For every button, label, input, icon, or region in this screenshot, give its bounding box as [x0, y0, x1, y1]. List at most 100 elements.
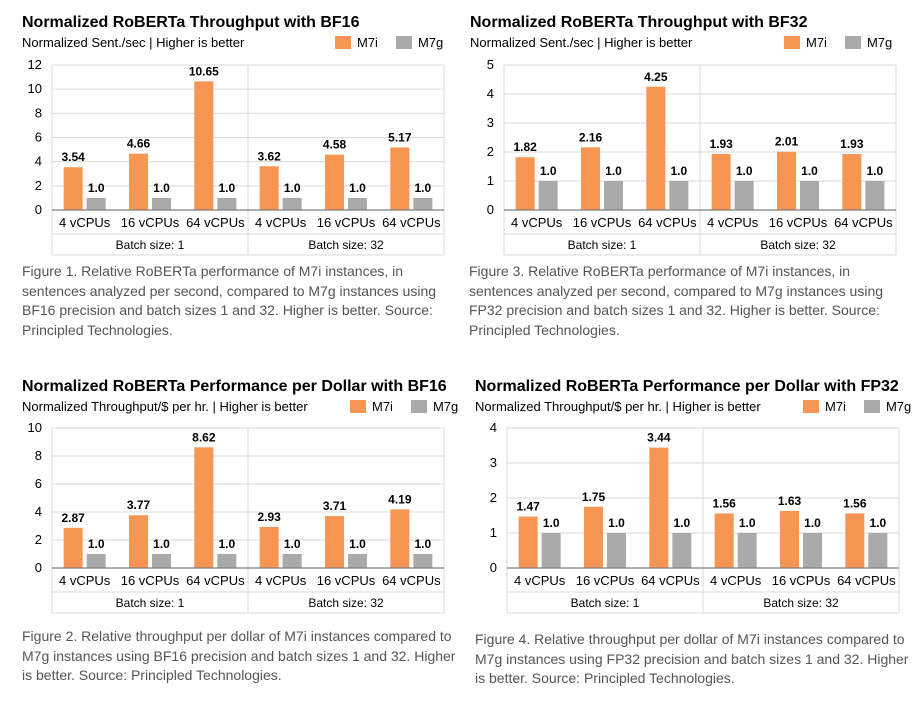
bar-m7g-3	[672, 533, 692, 568]
bar-m7i-1	[515, 157, 535, 210]
bar-m7i-2	[581, 147, 600, 210]
bar-m7i-1	[63, 527, 83, 568]
bar-m7g-1	[538, 181, 558, 210]
y-tick-label: 0	[490, 560, 497, 575]
figure-caption: Figure 2. Relative throughput per dollar…	[22, 628, 456, 683]
x-tick-label: 64 vCPUs	[641, 573, 700, 588]
x-tick-label: 16 vCPUs	[772, 573, 831, 588]
y-tick-label: 6	[35, 130, 42, 145]
legend-label-m7i: M7i	[357, 35, 378, 50]
group-label: Batch size: 1	[116, 238, 185, 252]
legend-label-m7g: M7g	[432, 399, 459, 414]
x-tick-label: 16 vCPUs	[317, 215, 376, 230]
legend-swatch-m7g	[410, 400, 427, 413]
x-tick-label: 64 vCPUs	[834, 215, 893, 230]
bar-m7g-2	[152, 554, 171, 568]
group-label: Batch size: 32	[308, 238, 384, 252]
bar-m7g-4	[282, 197, 302, 210]
data-label: 4.19	[388, 492, 412, 506]
data-label: 5.17	[388, 131, 412, 145]
bar-m7g-1	[86, 197, 106, 210]
bar-m7g-6	[868, 533, 888, 568]
x-tick-label: 64 vCPUs	[638, 215, 697, 230]
data-label: 2.87	[61, 511, 85, 525]
data-label: 1.0	[414, 537, 431, 551]
group-label: Batch size: 1	[116, 596, 185, 610]
data-label: 1.0	[866, 164, 883, 178]
legend-swatch-m7i	[803, 400, 819, 413]
x-tick-label: 16 vCPUs	[317, 573, 376, 588]
y-tick-label: 1	[490, 525, 497, 540]
bar-m7i-5	[325, 516, 344, 568]
data-label: 1.0	[284, 181, 301, 195]
data-label: 1.0	[543, 516, 560, 530]
data-label: 2.16	[579, 130, 603, 144]
chart-subtitle: Normalized Sent./sec | Higher is better	[470, 35, 693, 50]
data-label: 1.0	[605, 164, 622, 178]
x-tick-label: 4 vCPUs	[707, 215, 759, 230]
x-tick-label: 16 vCPUs	[573, 215, 632, 230]
bar-m7i-2	[129, 515, 148, 568]
y-tick-label: 2	[35, 532, 42, 547]
figure-caption: Figure 1. Relative RoBERTa performance o…	[22, 263, 437, 338]
y-tick-label: 12	[28, 57, 42, 72]
bar-m7g-2	[152, 197, 171, 210]
bar-m7i-5	[777, 151, 796, 210]
legend-label-m7g: M7g	[417, 35, 444, 50]
y-tick-label: 2	[490, 490, 497, 505]
bar-m7i-1	[63, 167, 83, 210]
legend-label-m7i: M7i	[825, 399, 846, 414]
x-tick-label: 16 vCPUs	[121, 573, 180, 588]
y-tick-label: 0	[487, 202, 494, 217]
y-tick-label: 2	[487, 144, 494, 159]
bar-m7i-2	[584, 506, 603, 568]
bar-m7g-3	[217, 197, 237, 210]
group-label: Batch size: 1	[571, 596, 640, 610]
x-tick-label: 64 vCPUs	[837, 573, 896, 588]
legend-swatch-m7i	[784, 36, 800, 49]
data-label: 1.0	[869, 516, 886, 530]
y-tick-label: 3	[487, 115, 494, 130]
data-label: 1.93	[709, 137, 733, 151]
data-label: 10.65	[189, 64, 219, 78]
data-label: 1.0	[218, 537, 235, 551]
data-label: 3.77	[127, 498, 151, 512]
data-label: 1.56	[712, 496, 736, 510]
bar-m7i-3	[649, 447, 669, 568]
data-label: 1.0	[801, 164, 818, 178]
bar-m7i-4	[714, 513, 734, 568]
data-label: 3.62	[257, 149, 281, 163]
chart-legend: M7i M7g	[803, 399, 911, 414]
chart-title: Normalized RoBERTa Throughput with BF32	[470, 14, 808, 31]
bar-m7i-5	[780, 510, 799, 568]
y-tick-label: 0	[35, 202, 42, 217]
x-tick-label: 4 vCPUs	[511, 215, 563, 230]
bar-m7i-6	[845, 513, 865, 568]
y-tick-label: 4	[35, 504, 42, 519]
data-label: 2.93	[257, 510, 281, 524]
data-label: 1.0	[739, 516, 756, 530]
y-tick-label: 3	[490, 455, 497, 470]
bar-chart-1: 0 2 4 6 8 10 12 3.54 1.0 4 vCPUs 4.66 1.0 16 vCPUs 10…	[28, 57, 445, 256]
y-tick-label: 8	[35, 105, 42, 120]
data-label: 1.0	[736, 164, 753, 178]
legend-swatch-m7i	[350, 400, 366, 413]
y-tick-label: 0	[35, 560, 42, 575]
legend-label-m7i: M7i	[372, 399, 393, 414]
bar-m7g-1	[86, 554, 106, 568]
data-label: 1.0	[414, 181, 431, 195]
y-tick-label: 10	[28, 81, 42, 96]
data-label: 4.58	[323, 138, 347, 152]
chart-legend: M7i M7g	[335, 35, 443, 50]
legend-label-m7i: M7i	[806, 35, 827, 50]
legend-swatch-m7g	[863, 400, 880, 413]
bar-m7i-4	[711, 154, 731, 210]
legend-swatch-m7g	[844, 36, 861, 49]
data-label: 4.66	[127, 137, 151, 151]
chart-title: Normalized RoBERTa Performance per Dolla…	[475, 378, 899, 395]
data-label: 3.54	[61, 150, 85, 164]
bar-m7g-6	[865, 181, 885, 210]
bar-m7i-4	[259, 166, 279, 210]
figure-caption: Figure 3. Relative RoBERTa performance o…	[469, 263, 884, 338]
